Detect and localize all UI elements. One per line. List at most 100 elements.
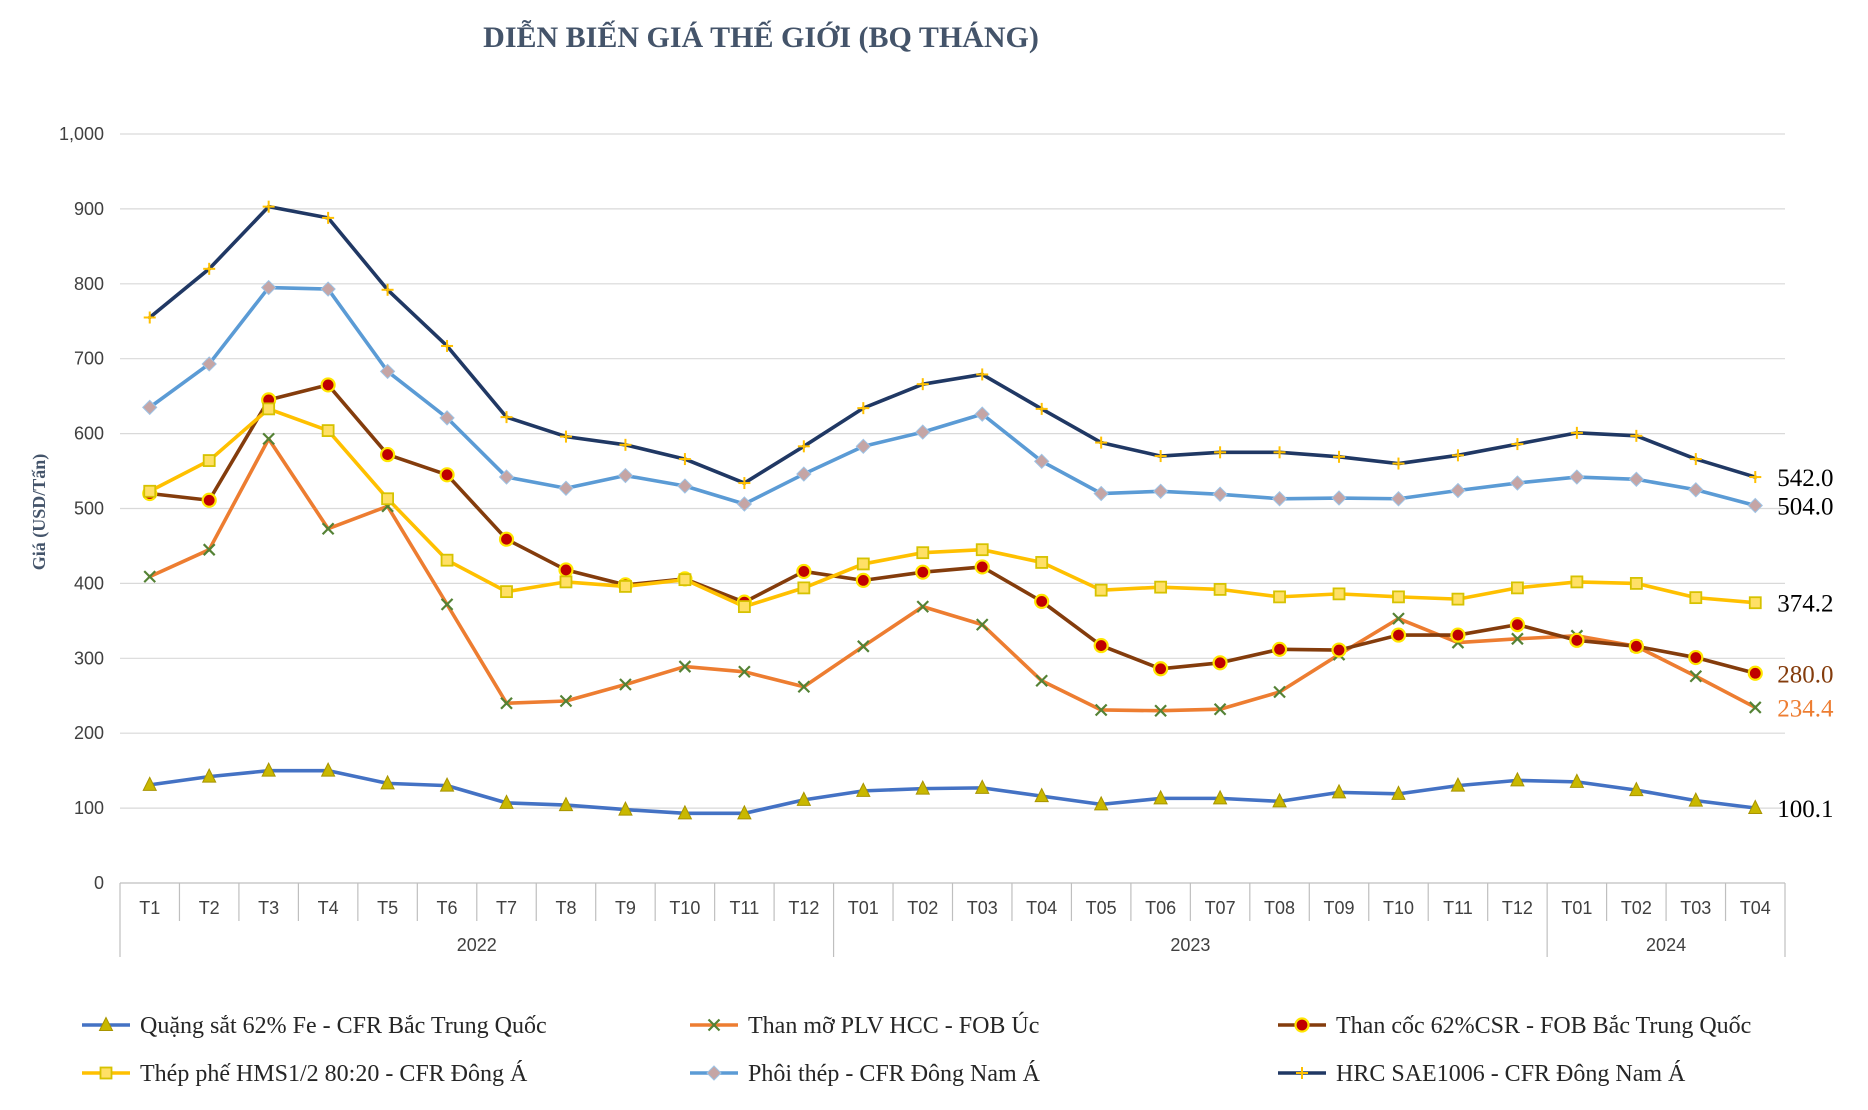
data-point — [1094, 703, 1108, 717]
data-point — [855, 438, 872, 455]
data-point — [1035, 556, 1049, 569]
data-point — [738, 477, 751, 490]
data-point — [1154, 580, 1168, 594]
series-line-1 — [147, 437, 1758, 713]
data-point — [321, 522, 335, 536]
x-tick-label: T6 — [437, 898, 458, 918]
data-point — [797, 680, 811, 694]
x-tick-label: T08 — [1264, 898, 1295, 918]
data-point — [1152, 483, 1169, 499]
data-point — [500, 696, 513, 710]
data-point — [678, 573, 692, 587]
y-axis-label: Giá (USD/Tấn) — [29, 454, 50, 571]
legend-label: Quặng sắt 62% Fe - CFR Bắc Trung Quốc — [140, 1013, 547, 1039]
data-point — [1391, 785, 1406, 800]
data-point — [381, 283, 394, 296]
x-tick-label: T02 — [1621, 898, 1652, 918]
series-line-5 — [147, 204, 1758, 485]
data-point — [1213, 582, 1227, 596]
data-point — [1153, 789, 1168, 805]
data-point — [439, 410, 455, 426]
x-tick-label: T5 — [377, 898, 398, 918]
data-point — [916, 600, 930, 613]
data-point — [797, 581, 811, 595]
legend-label: Phôi thép - CFR Đông Nam Á — [748, 1061, 1041, 1087]
data-point — [262, 432, 275, 446]
grid-lines: 0 100 200 300 400 500 600 700 800 900 1,000 — [59, 124, 1785, 893]
data-point — [201, 492, 217, 508]
data-point — [1273, 590, 1286, 604]
end-label-2: 280.0 — [1777, 661, 1833, 688]
x-tick-label: T01 — [848, 898, 879, 918]
x-tick-label: T09 — [1324, 898, 1355, 918]
data-point — [855, 572, 871, 589]
x-tick-label: T03 — [1680, 898, 1711, 918]
data-point — [441, 339, 454, 352]
series-lines — [142, 200, 1763, 820]
series-markers-1 — [143, 432, 1762, 718]
end-label-5: 542.0 — [1777, 465, 1833, 492]
data-point — [201, 768, 217, 783]
data-point — [320, 281, 336, 297]
data-point — [1212, 789, 1228, 805]
data-point — [857, 640, 870, 653]
data-point — [1628, 471, 1645, 487]
data-point — [1213, 702, 1227, 716]
data-point — [1628, 638, 1644, 654]
x-tick-label: T8 — [555, 898, 576, 918]
x-tick-label: T10 — [1383, 898, 1414, 918]
data-point — [1570, 426, 1583, 439]
series-markers-4 — [142, 279, 1763, 514]
data-point — [1747, 665, 1763, 681]
chart-title: DIỄN BIẾN GIÁ THẾ GIỚI (BQ THÁNG) — [483, 20, 1039, 54]
y-tick-label: 600 — [74, 424, 104, 444]
legend-marker — [707, 1018, 721, 1032]
y-tick-label: 700 — [74, 349, 104, 369]
data-point — [1035, 402, 1048, 415]
data-point — [559, 575, 573, 589]
data-point — [797, 440, 810, 453]
data-point — [677, 804, 693, 820]
data-point — [1392, 590, 1405, 604]
series-line-3 — [147, 407, 1758, 609]
x-tick-label: T05 — [1086, 898, 1117, 918]
data-point — [1748, 596, 1762, 610]
data-point — [1214, 446, 1227, 459]
x-tick-label: T9 — [615, 898, 636, 918]
legend-label: Thép phế HMS1/2 80:20 - CFR Đông Á — [140, 1061, 528, 1087]
data-point — [439, 777, 455, 792]
data-point — [916, 378, 929, 391]
data-point — [974, 559, 990, 575]
data-point — [619, 579, 632, 593]
y-tick-label: 500 — [74, 499, 104, 519]
data-point — [1153, 661, 1169, 677]
data-point — [1569, 632, 1585, 648]
y-tick-label: 1,000 — [59, 124, 104, 144]
legend-item: Than mỡ PLV HCC - FOB Úc — [690, 1012, 1039, 1039]
data-point — [1034, 787, 1050, 803]
data-point — [1629, 577, 1643, 590]
data-point — [1509, 475, 1526, 491]
data-point — [498, 531, 515, 547]
data-point — [1689, 591, 1703, 605]
x-tick-label: T10 — [669, 898, 700, 918]
data-point — [796, 563, 812, 580]
data-point — [1093, 795, 1109, 811]
data-point — [1331, 642, 1347, 658]
data-point — [1451, 449, 1464, 462]
data-point — [1689, 453, 1702, 466]
data-point — [1095, 436, 1108, 449]
x-tick-label: T11 — [730, 898, 760, 918]
data-point — [143, 484, 157, 498]
data-point — [1212, 655, 1228, 671]
data-point — [1747, 497, 1763, 514]
data-point — [500, 411, 513, 424]
data-point — [1034, 593, 1050, 609]
legend-marker — [99, 1066, 113, 1080]
x-tick-label: T12 — [788, 898, 819, 918]
data-point — [439, 467, 455, 483]
x-tick-label: T04 — [1740, 898, 1771, 918]
data-point — [1510, 771, 1525, 787]
